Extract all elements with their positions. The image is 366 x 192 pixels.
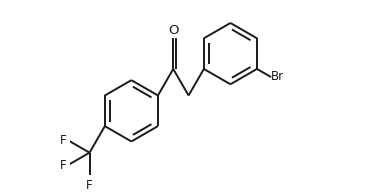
Text: O: O — [168, 24, 179, 37]
Text: F: F — [60, 134, 67, 147]
Text: F: F — [86, 179, 93, 192]
Text: F: F — [60, 159, 67, 172]
Text: Br: Br — [271, 70, 284, 83]
